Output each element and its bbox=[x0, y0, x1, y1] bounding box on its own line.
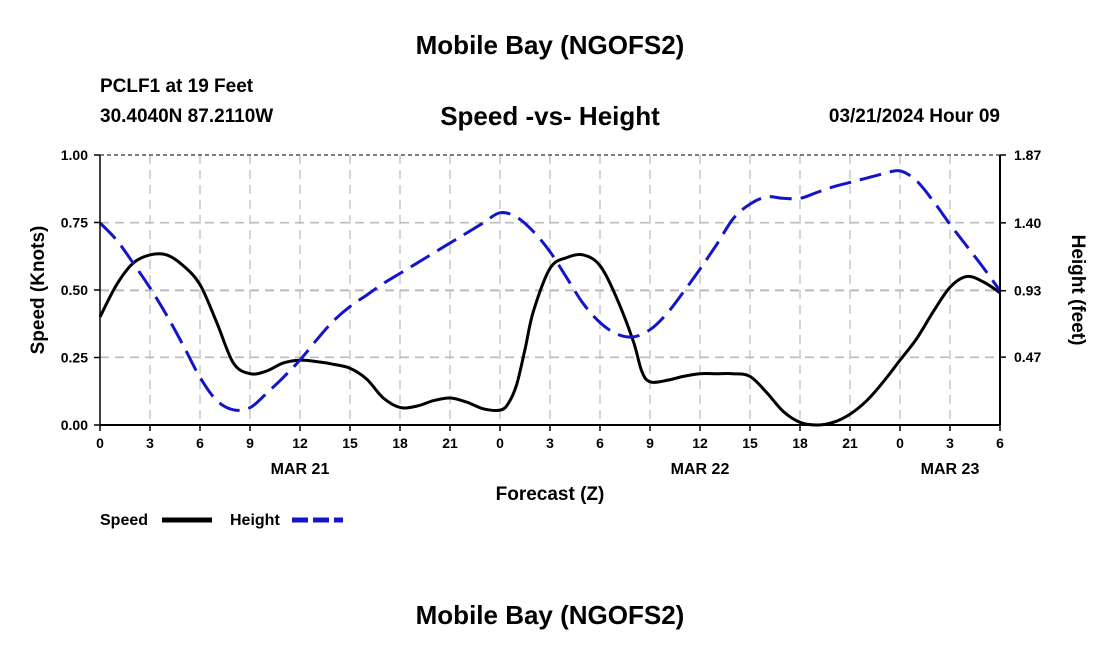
x-tick-label: 21 bbox=[842, 435, 858, 451]
x-tick-label: 6 bbox=[196, 435, 204, 451]
y-tick-label: 0.00 bbox=[61, 417, 88, 433]
x-date-label: MAR 22 bbox=[671, 461, 730, 478]
speed-series-line bbox=[98, 252, 1001, 427]
legend-speed-label: Speed bbox=[100, 512, 148, 529]
legend-height-label: Height bbox=[230, 512, 280, 529]
x-tick-label: 6 bbox=[996, 435, 1004, 451]
x-tick-label: 3 bbox=[146, 435, 154, 451]
y-tick-label: 1.00 bbox=[61, 147, 88, 163]
chart-title: Mobile Bay (NGOFS2) bbox=[415, 30, 685, 60]
x-tick-label: 6 bbox=[596, 435, 604, 451]
x-tick-label: 9 bbox=[646, 435, 654, 451]
x-date-label: MAR 23 bbox=[921, 461, 980, 478]
y2-tick-label: 0.47 bbox=[1014, 349, 1041, 365]
x-tick-label: 12 bbox=[292, 435, 308, 451]
y-tick-label: 0.25 bbox=[61, 350, 88, 366]
y2-tick-label: 1.87 bbox=[1014, 147, 1041, 163]
timestamp-label: 03/21/2024 Hour 09 bbox=[828, 106, 1000, 127]
x-tick-label: 0 bbox=[896, 435, 904, 451]
x-tick-label: 3 bbox=[546, 435, 554, 451]
x-tick-label: 18 bbox=[392, 435, 408, 451]
x-tick-label: 0 bbox=[496, 435, 504, 451]
y-axis-title: Speed (Knots) bbox=[28, 226, 49, 355]
x-date-label: MAR 21 bbox=[271, 461, 330, 478]
x-tick-label: 3 bbox=[946, 435, 954, 451]
height-series-line bbox=[98, 169, 1002, 412]
chart-subtitle: Speed -vs- Height bbox=[440, 101, 660, 131]
x-tick-label: 9 bbox=[246, 435, 254, 451]
chart-footer-title: Mobile Bay (NGOFS2) bbox=[415, 600, 685, 630]
x-tick-label: 0 bbox=[96, 435, 104, 451]
y2-tick-label: 0.93 bbox=[1014, 283, 1041, 299]
y2-axis-title: Height (feet) bbox=[1067, 235, 1088, 346]
y-tick-label: 0.75 bbox=[61, 215, 88, 231]
x-tick-label: 15 bbox=[342, 435, 358, 451]
coordinates-label: 30.4040N 87.2110W bbox=[100, 106, 274, 127]
x-tick-label: 18 bbox=[792, 435, 808, 451]
x-tick-label: 15 bbox=[742, 435, 758, 451]
y2-tick-label: 1.40 bbox=[1014, 215, 1041, 231]
x-tick-label: 12 bbox=[692, 435, 708, 451]
x-tick-label: 21 bbox=[442, 435, 458, 451]
station-label: PCLF1 at 19 Feet bbox=[100, 76, 254, 97]
x-axis-title: Forecast (Z) bbox=[496, 484, 605, 505]
y-tick-label: 0.50 bbox=[61, 282, 88, 298]
